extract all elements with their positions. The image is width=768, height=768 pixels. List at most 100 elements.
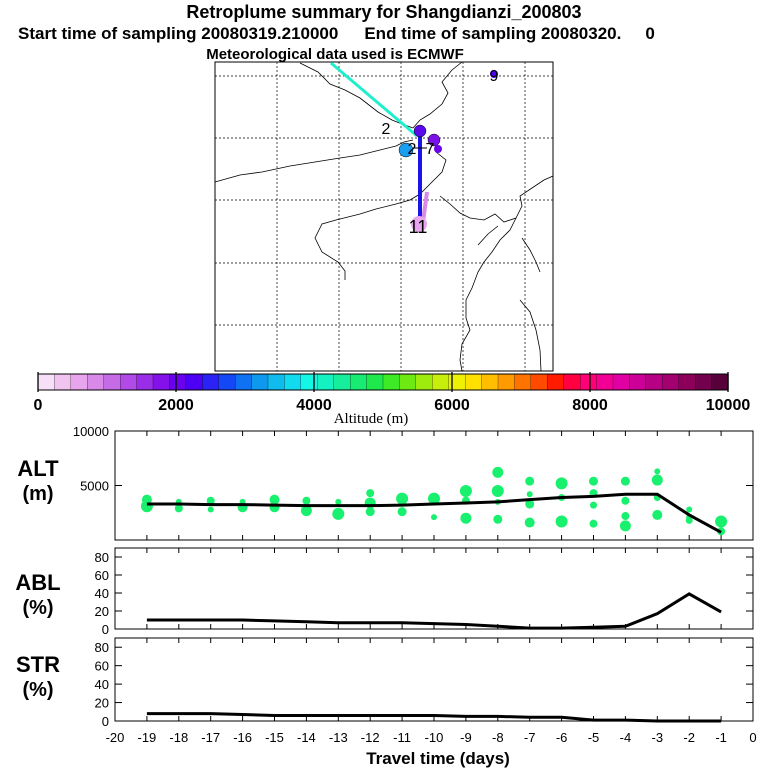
panel-ylabel: ALT [17,456,59,481]
x-tick-label: -17 [201,730,220,745]
x-tick-label: -12 [361,730,380,745]
plume-cluster-7 [427,133,441,147]
colorbar-cell [464,373,483,391]
end-time-suffix: 0 [645,24,655,43]
series-line [146,592,722,630]
x-tick-label: -20 [106,730,125,745]
map-frame [214,61,554,372]
met-data-label: Meteorological data used is ECMWF [206,46,464,63]
scatter-point [140,500,153,513]
map-label-9: 9 [490,68,499,85]
map-label-2b: 2 [408,141,417,158]
scatter-point [590,501,597,509]
scatter-point [302,496,311,505]
scatter-point [269,494,280,505]
y-tick-label: 10000 [73,424,109,439]
panel-frame [114,547,754,630]
plume-cluster-main [413,124,427,138]
scatter-point [654,468,661,475]
scatter-point [366,489,375,498]
colorbar-cell [218,373,236,391]
colorbar-cell [169,373,187,391]
scatter-point [555,477,568,490]
panel-yunit: (m) [22,483,53,505]
scatter-point [621,512,630,521]
sampling-times: Start time of sampling 20080319.210000 En… [18,24,768,44]
y-tick-label: 20 [95,696,109,711]
colorbar-cell [37,373,56,391]
colorbar-cell [284,373,302,391]
x-tick-label: -9 [460,730,472,745]
colorbar-cell [579,373,598,391]
colorbar-cell [399,373,417,391]
scatter-point [524,517,535,528]
colorbar-cell [481,373,499,391]
colorbar-cell [333,373,351,391]
scatter-point [300,505,312,517]
y-tick-label: 5000 [80,479,109,494]
panel-frame [114,637,754,722]
colorbar-cell [448,373,466,391]
x-tick-label: -11 [393,730,411,745]
x-tick-label: -18 [169,730,188,745]
scatter-point [715,515,728,528]
scatter-point [526,491,533,498]
colorbar-cell [645,373,663,391]
scatter-point [206,496,215,505]
scatter-point [589,519,598,528]
scatter-point [620,476,630,486]
map-panel: 9 2 2 7 11 [214,61,554,372]
scatter-point [396,492,409,505]
y-tick-label: 0 [102,714,109,729]
scatter-point [397,507,407,517]
colorbar-cell [596,373,614,391]
x-tick-label: -7 [524,730,536,745]
colorbar-tick-label: 0 [34,397,43,414]
colorbar-cell [662,373,680,391]
colorbar-tick-label: 8000 [572,397,608,414]
end-time-label: End time of sampling 20080320. [364,24,622,43]
colorbar-cell [694,373,713,391]
colorbar-cell [629,373,647,391]
scatter-point [525,476,535,486]
colorbar-tick-label: 10000 [706,397,751,414]
chart-panels: ALT(m) 500010000ABL(%)020406080STR(%)0204… [15,424,756,768]
colorbar-cell [152,373,171,391]
map-label-7: 7 [426,141,435,158]
colorbar-cell [317,373,335,391]
y-tick-label: 0 [102,622,109,637]
scatter-point [335,498,342,505]
series-line [146,712,722,723]
x-tick-label: -3 [652,730,664,745]
x-tick-label: -1 [715,730,727,745]
colorbar-cell [54,373,72,391]
x-tick-label: -14 [297,730,316,745]
colorbar-cell [234,373,253,391]
colorbar-cell [119,373,138,391]
scatter-point [332,507,345,520]
x-tick-label: -16 [233,730,252,745]
colorbar-cell [366,373,384,391]
scatter-point [589,476,598,486]
x-tick-label: -13 [329,730,348,745]
colorbar-cell [514,373,532,391]
colorbar-cell [678,373,696,391]
colorbar-tick-label: 2000 [158,397,194,414]
y-tick-label: 60 [95,568,109,583]
colorbar-label: Altitude (m) [334,411,409,427]
map-label-11: 11 [409,217,428,237]
colorbar-cell [711,373,729,391]
x-tick-label: -15 [265,730,284,745]
x-tick-label: -10 [425,730,444,745]
scatter-point [431,514,437,521]
scatter-point [685,516,693,524]
colorbar-cell [547,373,565,391]
y-tick-label: 40 [95,586,109,601]
scatter-point [686,506,693,513]
colorbar-cell [185,373,203,391]
map-label-2a: 2 [382,121,391,138]
x-tick-label: -2 [683,730,695,745]
scatter-point [525,499,535,509]
